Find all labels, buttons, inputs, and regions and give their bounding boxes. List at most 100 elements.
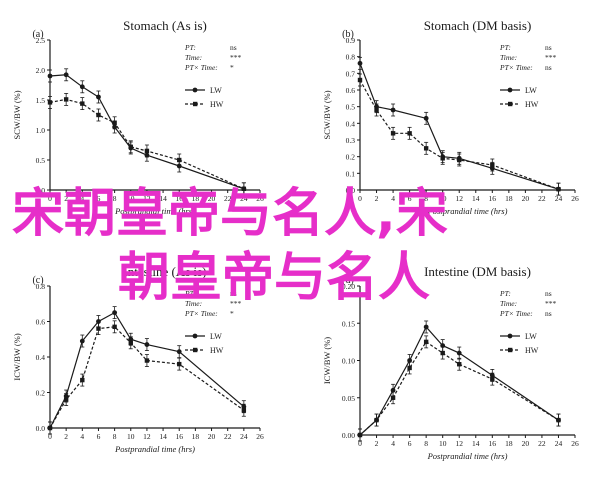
data-point-hw <box>96 326 101 331</box>
x-tick-label: 12 <box>143 432 151 441</box>
x-tick-label: 26 <box>571 194 579 203</box>
x-tick-label: 10 <box>439 439 447 448</box>
data-point-hw <box>556 186 561 192</box>
data-point-hw <box>112 324 117 330</box>
legend-label: HW <box>210 346 224 355</box>
chart-title: Stomach (As is) <box>123 18 207 33</box>
stat-label: Time: <box>500 299 517 308</box>
x-tick-label: 22 <box>224 194 232 203</box>
data-point-lw <box>144 342 150 347</box>
y-tick-label: 0.00 <box>342 431 355 440</box>
legend-label: LW <box>525 86 537 95</box>
x-tick-label: 4 <box>80 432 84 441</box>
x-axis-label: Postprandial time (hrs) <box>114 444 195 454</box>
y-tick-label: 0.0 <box>36 424 46 433</box>
stat-label: PT× Time: <box>184 63 218 72</box>
legend-marker <box>507 87 513 93</box>
y-tick-label: 0.5 <box>346 103 356 112</box>
data-point-hw <box>556 417 561 423</box>
chart-title: Intestine (DM basis) <box>424 264 531 279</box>
x-tick-label: 26 <box>571 439 579 448</box>
data-point-lw <box>423 324 429 330</box>
x-tick-label: 4 <box>391 439 395 448</box>
y-tick-label: 0.2 <box>36 389 46 398</box>
data-point-hw <box>423 146 429 151</box>
legend-marker <box>192 333 198 339</box>
y-tick-label: 1.5 <box>36 96 46 105</box>
y-tick-label: 0.7 <box>346 69 356 78</box>
y-tick-label: 0.10 <box>342 357 355 366</box>
x-tick-label: 20 <box>208 194 216 203</box>
data-point-lw <box>96 94 101 100</box>
data-point-hw <box>128 144 133 149</box>
data-point-hw <box>390 131 396 136</box>
panel-letter: (b) <box>342 29 354 40</box>
x-tick-label: 2 <box>64 432 68 441</box>
data-point-hw <box>63 97 69 102</box>
data-point-hw <box>80 377 85 383</box>
data-point-hw <box>63 397 69 402</box>
panel-letter: (a) <box>32 29 43 40</box>
x-axis-label: Postprandial time (hrs) <box>427 206 508 216</box>
legend-marker <box>192 87 198 93</box>
y-tick-label: 0.6 <box>346 86 356 95</box>
series-line-lw <box>49 311 245 429</box>
data-point-hw <box>144 148 150 154</box>
x-tick-label: 22 <box>538 439 546 448</box>
data-point-lw <box>79 84 85 90</box>
data-point-lw <box>112 310 118 316</box>
data-point-hw <box>241 186 247 191</box>
legend-label: LW <box>210 86 222 95</box>
x-tick-label: 2 <box>375 194 379 203</box>
data-point-lw <box>63 72 69 78</box>
x-tick-label: 4 <box>80 194 84 203</box>
stat-value: *** <box>545 299 557 308</box>
x-tick-label: 6 <box>408 194 412 203</box>
y-tick-label: 0.15 <box>342 319 355 328</box>
data-point-hw <box>144 358 150 363</box>
series-line-hw <box>49 98 245 190</box>
x-tick-label: 20 <box>208 432 216 441</box>
x-tick-label: 2 <box>375 439 379 448</box>
y-tick-label: 2.5 <box>36 36 46 45</box>
x-tick-label: 0 <box>358 194 362 203</box>
data-point-hw <box>112 120 117 125</box>
stat-label: PT: <box>499 289 511 298</box>
legend-marker <box>507 333 513 339</box>
data-point-hw <box>357 77 363 83</box>
legend-marker <box>193 347 198 353</box>
y-tick-label: 0.05 <box>342 394 355 403</box>
y-tick-label: 0.0 <box>346 186 356 195</box>
stat-label: PT: <box>184 43 196 52</box>
panel-b: (b) Stomach (DM basis) 0.0 0.1 0.2 0.3 0.4 0.5 0… <box>322 18 579 216</box>
data-point-hw <box>241 408 247 413</box>
y-tick-label: 0.2 <box>346 153 356 162</box>
x-tick-label: 6 <box>97 432 101 441</box>
stat-label: PT× Time: <box>499 309 533 318</box>
x-tick-label: 14 <box>472 439 480 448</box>
legend-label: LW <box>210 332 222 341</box>
x-tick-label: 10 <box>127 194 135 203</box>
data-point-hw <box>80 101 85 106</box>
x-tick-label: 6 <box>97 194 101 203</box>
data-point-hw <box>457 157 462 163</box>
y-tick-label: 0.8 <box>36 282 46 291</box>
data-point-hw <box>177 361 182 367</box>
data-point-hw <box>490 162 495 168</box>
panel-d: (d) Intestine (DM basis) 0.00 0.05 0.10 0.15 0… <box>322 264 579 461</box>
x-axis-label: Postprandial time (hrs) <box>114 206 195 216</box>
legend-marker <box>508 101 513 107</box>
legend-marker <box>508 347 513 353</box>
y-tick-label: 0.20 <box>342 282 355 291</box>
data-point-hw <box>357 432 363 438</box>
stat-value: ns <box>230 43 237 52</box>
data-point-hw <box>47 425 53 431</box>
x-tick-label: 6 <box>408 439 412 448</box>
x-tick-label: 20 <box>522 439 530 448</box>
y-axis-label: SCW/BW (%) <box>12 90 22 139</box>
x-tick-label: 16 <box>489 194 497 203</box>
series-line-lw <box>359 63 559 190</box>
x-tick-label: 14 <box>159 432 167 441</box>
x-tick-label: 8 <box>424 194 428 203</box>
x-tick-label: 4 <box>391 194 395 203</box>
